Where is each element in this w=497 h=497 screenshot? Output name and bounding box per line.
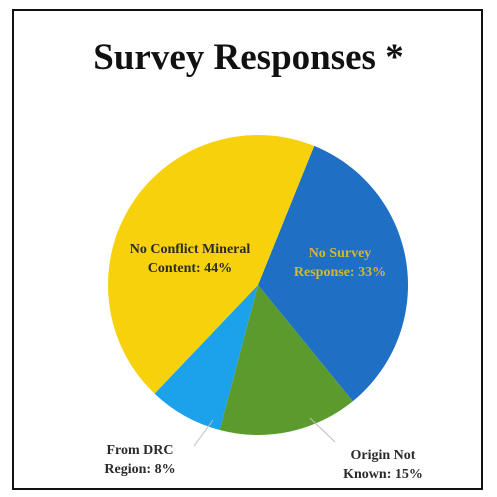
slice-label-line: Origin Not [351,448,416,463]
slice-label-line: Content: 44% [148,261,232,276]
pie-slice-0 [258,145,409,402]
slice-label-0: No Survey Response: 33% [294,246,386,280]
slice-label-line: Response: 33% [294,265,386,280]
pie-slice-1 [219,285,353,435]
leader-lines [193,417,336,447]
slice-label-2: From DRC Region: 8% [104,443,175,477]
slice-label-1: Origin Not Known: 15% [343,448,423,482]
slice-label-line: No Survey [309,246,372,261]
slice-label-line: From DRC [106,443,173,458]
slice-label-line: Region: 8% [104,462,175,477]
leader-line-2 [193,419,214,447]
pie-slice-2 [154,285,258,431]
chart-title: Survey Responses * [93,37,404,78]
slice-label-3: No Conflict Mineral Content: 44% [130,242,251,276]
slice-labels: No Survey Response: 33% Origin Not Known: 1… [104,242,422,482]
slice-label-line: Known: 15% [343,467,423,482]
leader-line-1 [309,417,336,443]
slice-label-line: No Conflict Mineral [130,242,251,257]
pie-slice-3 [108,135,315,394]
pie-slices [108,135,409,435]
